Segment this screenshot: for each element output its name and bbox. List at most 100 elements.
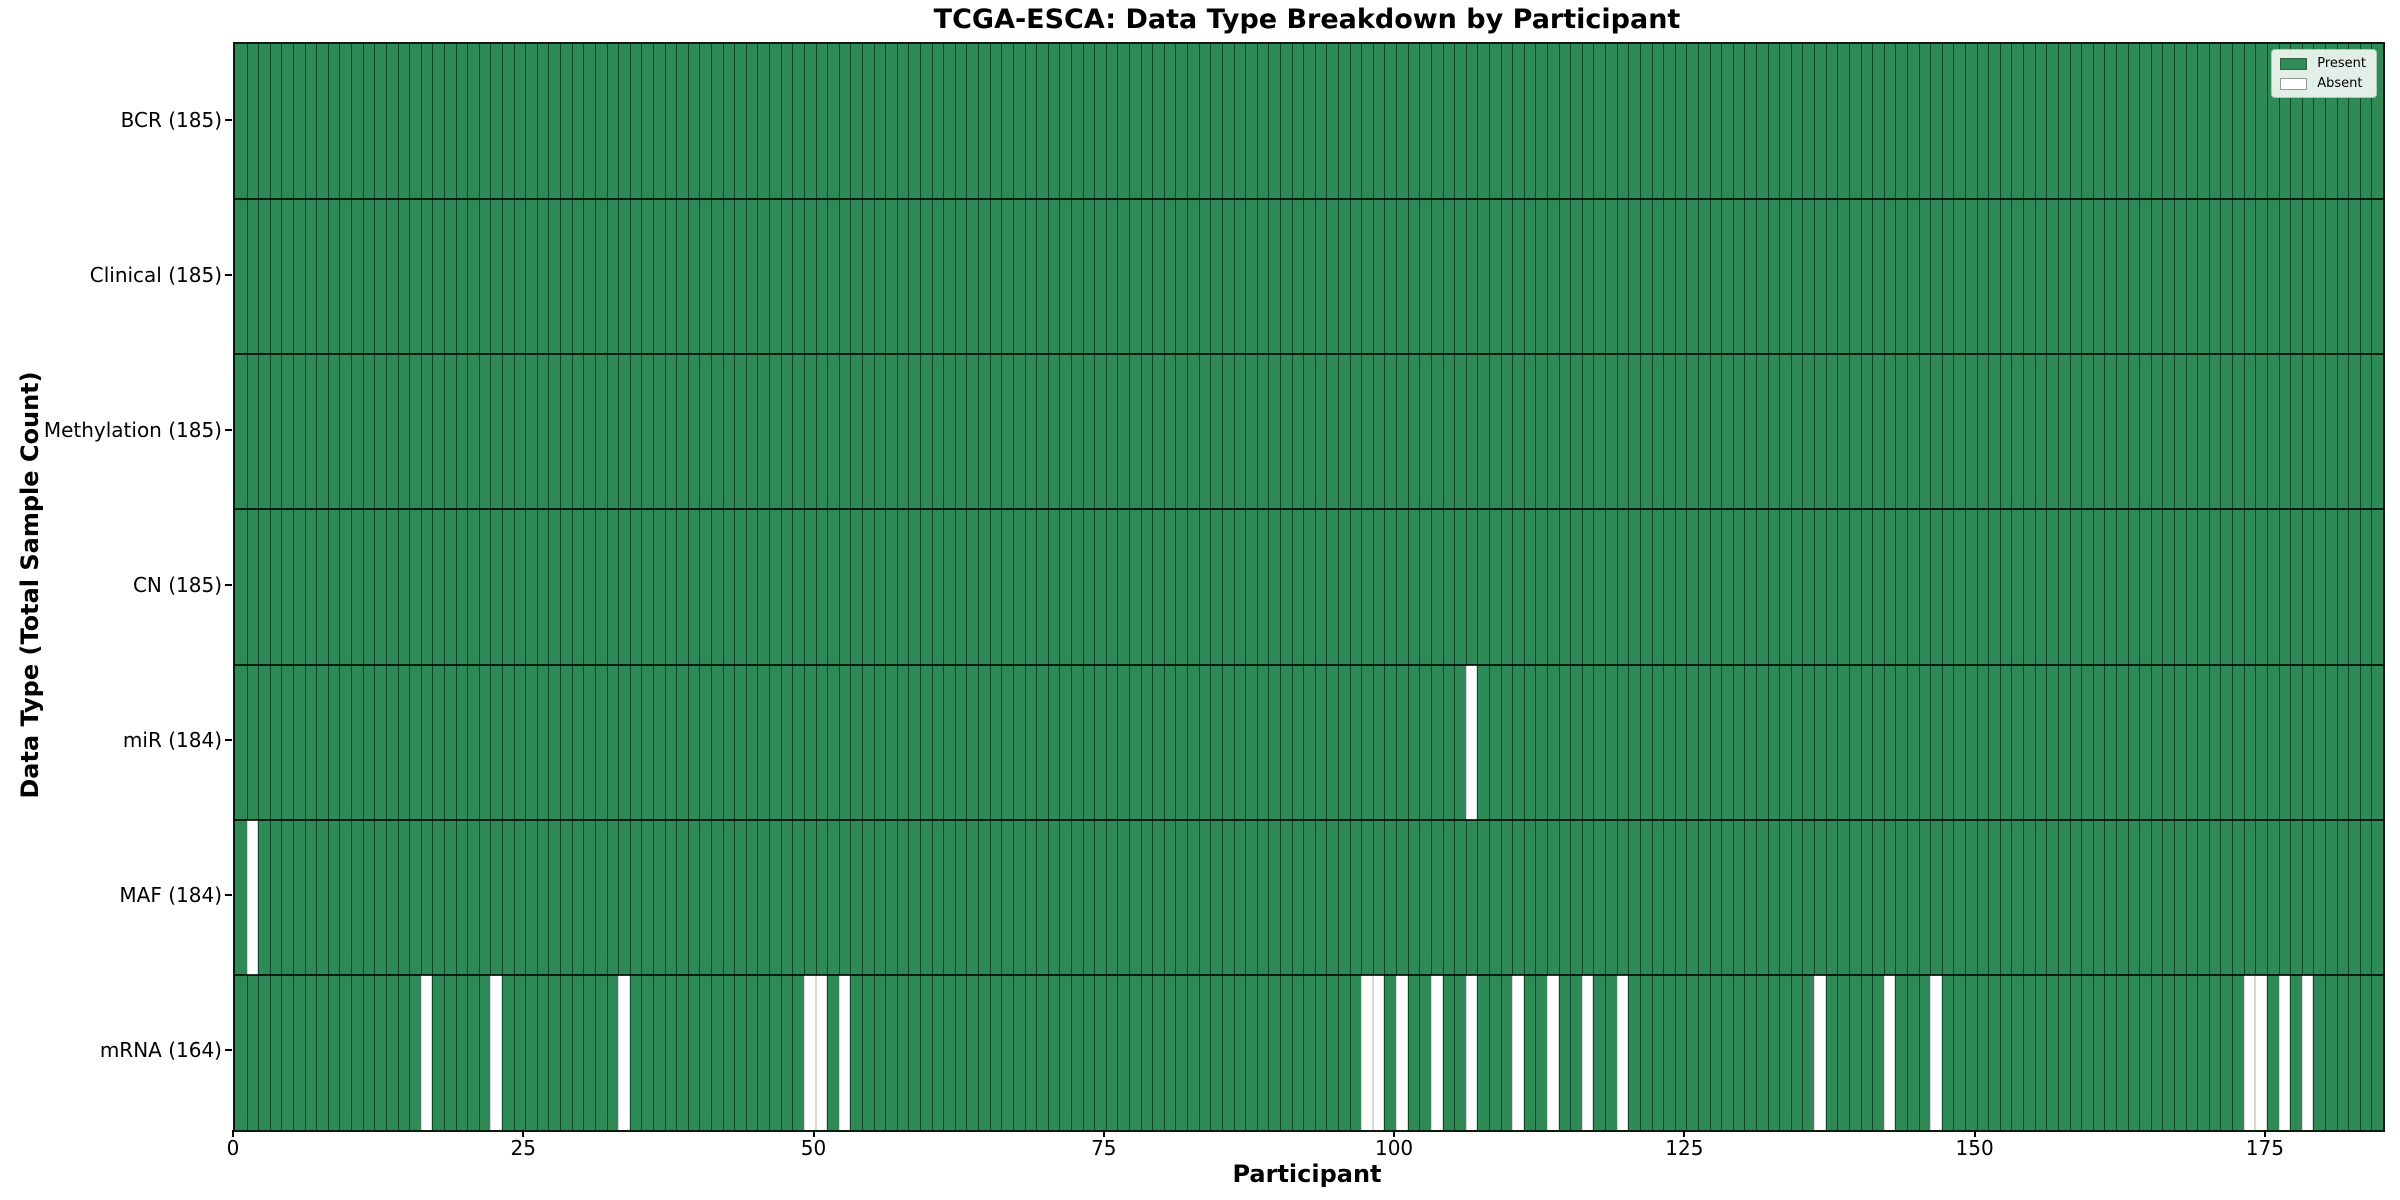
absent-cell-mrna-103 [1430, 974, 1443, 1130]
cell-gridline [1802, 44, 1804, 1130]
cell-gridline [1790, 44, 1792, 1130]
x-tick-label: 175 [2245, 1136, 2284, 1160]
cell-gridline [1419, 44, 1421, 1130]
cell-gridline [2266, 44, 2268, 1130]
cell-gridline [1129, 44, 1131, 1130]
cell-gridline [1628, 44, 1630, 1130]
legend-label: Absent [2317, 76, 2363, 91]
cell-gridline [1709, 44, 1711, 1130]
cell-gridline [2057, 44, 2059, 1130]
cell-gridline [2324, 44, 2326, 1130]
cell-gridline [815, 44, 817, 1130]
cell-gridline [792, 44, 794, 1130]
y-tick-label-maf: MAF (184) [119, 883, 222, 908]
cell-gridline [1953, 44, 1955, 1130]
y-tick-mark [225, 739, 232, 742]
x-tick-mark [2263, 1130, 2266, 1137]
absent-cell-mrna-50 [815, 974, 828, 1130]
cell-gridline [1094, 44, 1096, 1130]
x-tick-mark [522, 1130, 525, 1137]
row-band-bcr [235, 44, 2383, 200]
cell-gridline [1082, 44, 1084, 1130]
cell-gridline [618, 44, 620, 1130]
cell-gridline [1291, 44, 1293, 1130]
cell-gridline [316, 44, 318, 1130]
cell-gridline [2127, 44, 2129, 1130]
y-tick-mark [225, 894, 232, 897]
row-separator [235, 663, 2383, 666]
cell-gridline [2359, 44, 2361, 1130]
cell-gridline [1639, 44, 1641, 1130]
cell-gridline [954, 44, 956, 1130]
x-tick-label: 25 [510, 1136, 536, 1160]
cell-gridline [2313, 44, 2315, 1130]
cell-gridline [560, 44, 562, 1130]
row-separator [235, 198, 2383, 201]
y-tick-label-clinical: Clinical (185) [89, 262, 222, 287]
cell-gridline [1396, 44, 1398, 1130]
cell-gridline [2348, 44, 2350, 1130]
cell-gridline [2220, 44, 2222, 1130]
cell-gridline [1012, 44, 1014, 1130]
cell-gridline [931, 44, 933, 1130]
cell-gridline [699, 44, 701, 1130]
cell-gridline [258, 44, 260, 1130]
cell-gridline [2046, 44, 2048, 1130]
cell-gridline [443, 44, 445, 1130]
cell-gridline [1535, 44, 1537, 1130]
cell-gridline [885, 44, 887, 1130]
cell-gridline [1314, 44, 1316, 1130]
cell-gridline [246, 44, 248, 1130]
row-separator [235, 818, 2383, 821]
cell-gridline [548, 44, 550, 1130]
cell-gridline [1372, 44, 1374, 1130]
x-tick-label: 75 [1091, 1136, 1117, 1160]
cell-gridline [1581, 44, 1583, 1130]
cell-gridline [2115, 44, 2117, 1130]
legend-swatch-present [2280, 57, 2308, 70]
cell-gridline [2208, 44, 2210, 1130]
cell-gridline [478, 44, 480, 1130]
cell-gridline [1070, 44, 1072, 1130]
x-tick-label: 125 [1665, 1136, 1704, 1160]
cell-gridline [1245, 44, 1247, 1130]
cell-gridline [339, 44, 341, 1130]
cell-gridline [1906, 44, 1908, 1130]
cell-gridline [1268, 44, 1270, 1130]
cell-gridline [1860, 44, 1862, 1130]
row-separator [235, 353, 2383, 356]
cell-gridline [1999, 44, 2001, 1130]
cell-gridline [502, 44, 504, 1130]
legend-label: Present [2317, 56, 2366, 71]
cell-gridline [989, 44, 991, 1130]
cell-gridline [1152, 44, 1154, 1130]
legend-entry-absent: Absent [2280, 77, 2366, 90]
y-tick-mark [225, 118, 232, 121]
absent-cell-mrna-136 [1814, 974, 1826, 1130]
cell-gridline [1848, 44, 1850, 1130]
cell-gridline [1036, 44, 1038, 1130]
cell-gridline [838, 44, 840, 1130]
cell-gridline [1442, 44, 1444, 1130]
cell-gridline [2290, 44, 2292, 1130]
cell-gridline [1593, 44, 1595, 1130]
y-tick-label-cn: CN (185) [132, 573, 222, 597]
cell-gridline [652, 44, 654, 1130]
cell-gridline [676, 44, 678, 1130]
absent-cell-maf-1 [246, 819, 259, 975]
cell-gridline [455, 44, 457, 1130]
cell-gridline [1210, 44, 1212, 1130]
cell-gridline [1105, 44, 1107, 1130]
x-tick-mark [812, 1130, 815, 1137]
cell-gridline [1814, 44, 1816, 1130]
y-tick-label-mir: miR (184) [122, 728, 222, 753]
cell-gridline [304, 44, 306, 1130]
cell-gridline [2278, 44, 2280, 1130]
x-tick-label: 50 [800, 1136, 827, 1160]
x-tick-label: 0 [226, 1136, 240, 1160]
cell-gridline [1349, 44, 1351, 1130]
cell-gridline [1825, 44, 1827, 1130]
cell-gridline [711, 44, 713, 1130]
chart-title: TCGA-ESCA: Data Type Breakdown by Partic… [933, 4, 1681, 35]
cell-gridline [1001, 44, 1003, 1130]
